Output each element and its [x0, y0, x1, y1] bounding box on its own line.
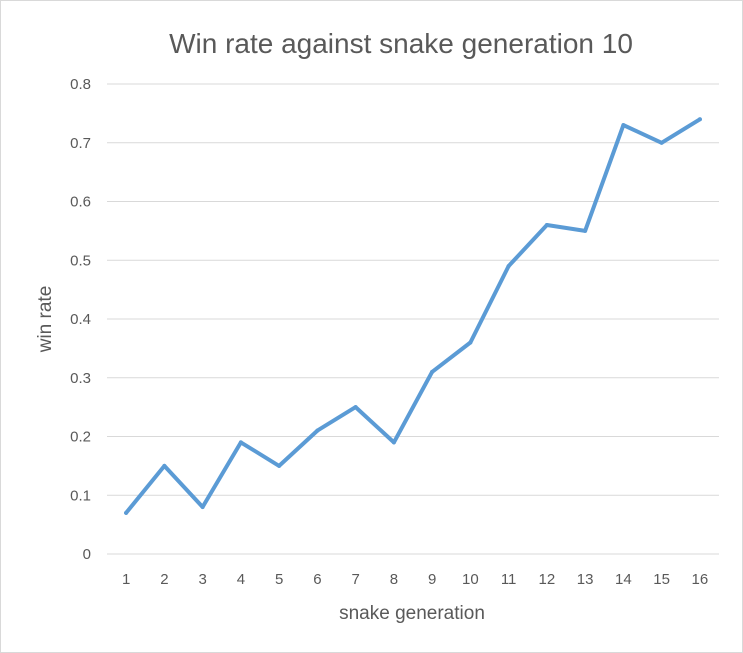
data-point [391, 440, 396, 445]
x-tick-label: 7 [351, 571, 359, 588]
y-axis-ticks: 0 0.1 0.2 0.3 0.4 0.5 0.6 0.7 0.8 [70, 76, 91, 563]
x-tick-label: 8 [390, 571, 398, 588]
x-axis-title: snake generation [339, 603, 485, 624]
data-point [544, 223, 549, 227]
y-tick-label: 0.6 [70, 194, 91, 211]
x-tick-label: 9 [428, 571, 436, 588]
win-rate-series-line [124, 117, 702, 515]
y-tick-label: 0.5 [70, 252, 91, 269]
gridlines [107, 83, 719, 496]
y-tick-label: 0.1 [70, 487, 91, 504]
y-tick-label: 0 [83, 546, 91, 563]
chart-title: Win rate against snake generation 10 [169, 28, 633, 59]
x-tick-label: 14 [615, 571, 632, 588]
x-tick-label: 15 [653, 571, 670, 588]
data-point [162, 463, 167, 468]
data-point [353, 405, 358, 410]
y-tick-label: 0.4 [70, 311, 91, 328]
data-point [659, 140, 664, 145]
x-tick-label: 10 [462, 571, 479, 588]
x-tick-label: 6 [313, 571, 321, 588]
y-tick-label: 0.3 [70, 370, 91, 387]
data-point [277, 463, 282, 468]
x-tick-label: 4 [237, 571, 245, 588]
x-tick-label: 16 [692, 571, 709, 588]
data-point [430, 369, 435, 374]
y-tick-label: 0.7 [70, 135, 91, 152]
data-point [315, 428, 320, 433]
x-tick-label: 5 [275, 571, 283, 588]
y-tick-label: 0.2 [70, 429, 91, 446]
data-point [506, 264, 511, 269]
data-point [200, 505, 205, 509]
data-point [124, 510, 129, 515]
x-tick-label: 2 [160, 571, 168, 588]
data-point [697, 117, 702, 122]
x-tick-label: 13 [577, 571, 594, 588]
y-axis-title: win rate [35, 286, 56, 354]
x-tick-label: 12 [539, 571, 556, 588]
data-point [621, 123, 626, 128]
series-layer [124, 117, 702, 515]
data-point [468, 340, 473, 345]
x-tick-label: 3 [198, 571, 206, 588]
data-point [583, 228, 588, 233]
data-point [238, 440, 243, 445]
x-tick-label: 1 [122, 571, 130, 588]
x-tick-label: 11 [501, 571, 517, 588]
x-axis-ticks: 1 2 3 4 5 6 7 8 9 10 11 12 13 14 15 16 [122, 571, 708, 588]
y-tick-label: 0.8 [70, 76, 91, 93]
